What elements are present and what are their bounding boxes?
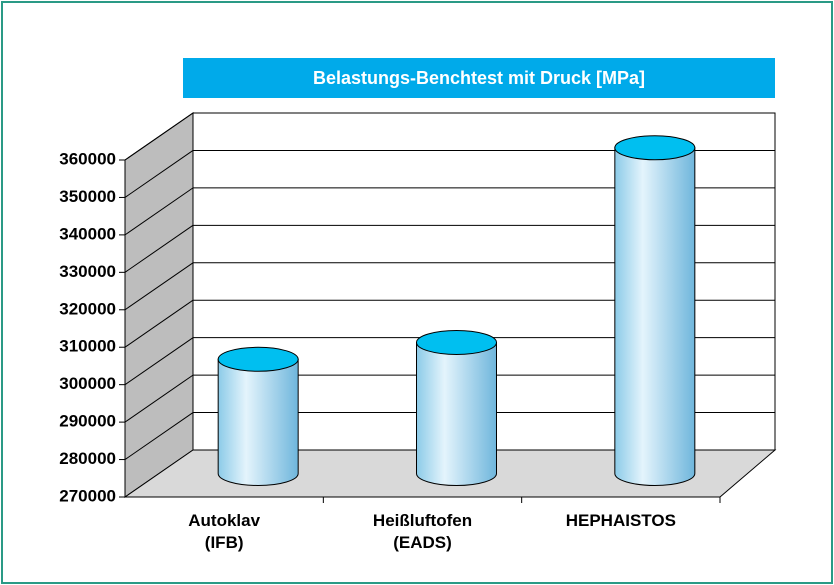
bar-body bbox=[614, 147, 696, 486]
chart-title: Belastungs-Benchtest mit Druck [MPa] bbox=[313, 68, 645, 88]
bar-body bbox=[416, 341, 497, 486]
grid-line bbox=[124, 412, 194, 460]
grid-line bbox=[124, 337, 194, 386]
grid-line bbox=[124, 150, 194, 198]
y-tick-label: 300000 bbox=[59, 374, 116, 393]
grid-line bbox=[124, 224, 194, 273]
x-tick-label: Autoklav (IFB) bbox=[188, 511, 261, 552]
y-tick-label: 360000 bbox=[59, 149, 116, 168]
y-tick-label: 340000 bbox=[59, 224, 116, 243]
grid-line bbox=[124, 112, 194, 161]
grid-line bbox=[124, 299, 194, 348]
y-tick-label: 330000 bbox=[59, 262, 116, 281]
y-tick-label: 350000 bbox=[59, 187, 116, 206]
title-box bbox=[183, 58, 775, 98]
bar-top bbox=[217, 346, 299, 372]
y-tick-label: 290000 bbox=[59, 412, 116, 431]
y-tick-label: 310000 bbox=[59, 337, 116, 356]
y-tick-label: 280000 bbox=[59, 449, 116, 468]
y-tick-label: 320000 bbox=[59, 299, 116, 318]
y-tick-label: 270000 bbox=[59, 486, 116, 505]
bar bbox=[217, 346, 299, 486]
side-wall bbox=[124, 112, 194, 498]
x-tick-label: Heißluftofen (EADS) bbox=[372, 511, 473, 552]
grid-line bbox=[124, 374, 194, 423]
bar-body bbox=[217, 358, 299, 486]
x-tick-label: HEPHAISTOS bbox=[565, 511, 676, 530]
bar-top bbox=[416, 329, 497, 355]
bar bbox=[614, 135, 696, 486]
bar-top bbox=[614, 135, 696, 161]
bar bbox=[416, 329, 497, 486]
grid-line bbox=[124, 187, 194, 236]
grid-line bbox=[124, 262, 194, 311]
